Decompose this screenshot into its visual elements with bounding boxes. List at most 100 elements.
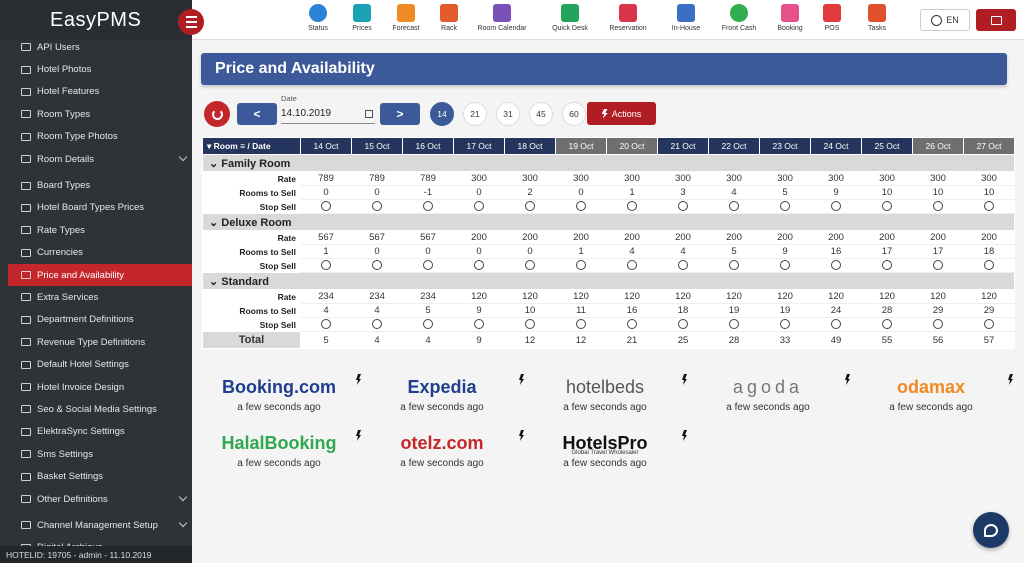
sync-bolt-icon[interactable] xyxy=(356,430,361,441)
rooms-to-sell-cell[interactable]: 18 xyxy=(963,244,1015,259)
sidebar-item-hotel-board-types-prices[interactable]: Hotel Board Types Prices xyxy=(0,197,192,219)
rooms-to-sell-cell[interactable]: 19 xyxy=(759,303,811,318)
rooms-to-sell-cell[interactable]: 5 xyxy=(708,244,760,259)
sidebar-item-seo-social-media-settings[interactable]: Seo & Social Media Settings xyxy=(0,398,192,420)
sidebar-item-room-types[interactable]: Room Types xyxy=(0,103,192,125)
rate-cell[interactable]: 200 xyxy=(606,230,658,245)
rooms-to-sell-cell[interactable]: 0 xyxy=(351,244,403,259)
rate-cell[interactable]: 200 xyxy=(657,230,709,245)
rate-cell[interactable]: 120 xyxy=(657,289,709,304)
channel-booking-com[interactable]: Booking.com a few seconds ago xyxy=(209,372,361,422)
topnav-reservation[interactable]: Reservation xyxy=(600,4,656,32)
rate-cell[interactable]: 789 xyxy=(351,171,403,186)
rooms-to-sell-cell[interactable]: 0 xyxy=(300,185,352,200)
rooms-to-sell-cell[interactable]: 0 xyxy=(351,185,403,200)
rate-cell[interactable]: 234 xyxy=(402,289,454,304)
sidebar-item-api-users[interactable]: API Users xyxy=(0,36,192,58)
rooms-to-sell-cell[interactable]: 16 xyxy=(606,303,658,318)
rooms-to-sell-cell[interactable]: 2 xyxy=(504,185,556,200)
topnav-front-cash[interactable]: Front Cash xyxy=(711,4,767,32)
stop-sell-radio[interactable] xyxy=(882,319,892,330)
sidebar-item-board-types[interactable]: Board Types xyxy=(0,174,192,196)
stop-sell-radio[interactable] xyxy=(474,319,484,330)
sync-bolt-icon[interactable] xyxy=(1008,374,1013,385)
stop-sell-radio[interactable] xyxy=(780,201,790,212)
rate-cell[interactable]: 300 xyxy=(912,171,964,186)
channel-expedia[interactable]: Expedia a few seconds ago xyxy=(372,372,524,422)
rate-cell[interactable]: 120 xyxy=(453,289,505,304)
rooms-to-sell-cell[interactable]: 0 xyxy=(504,244,556,259)
topnav-rack[interactable]: Rack xyxy=(421,4,477,32)
rooms-to-sell-cell[interactable]: 4 xyxy=(657,244,709,259)
stop-sell-radio[interactable] xyxy=(882,260,892,271)
channel-hotelspro[interactable]: HotelsPro a few seconds ago Global Travel … xyxy=(535,428,687,478)
range-60-days-button[interactable]: 60 xyxy=(562,102,586,126)
rate-cell[interactable]: 120 xyxy=(861,289,913,304)
chat-button[interactable] xyxy=(973,512,1009,548)
rooms-to-sell-cell[interactable]: 28 xyxy=(861,303,913,318)
rooms-to-sell-cell[interactable]: 11 xyxy=(555,303,607,318)
sync-bolt-icon[interactable] xyxy=(845,374,850,385)
rate-cell[interactable]: 789 xyxy=(402,171,454,186)
sidebar-item-hotel-features[interactable]: Hotel Features xyxy=(0,81,192,103)
rate-cell[interactable]: 120 xyxy=(708,289,760,304)
stop-sell-radio[interactable] xyxy=(780,260,790,271)
next-button[interactable]: > xyxy=(380,103,420,125)
rate-cell[interactable]: 300 xyxy=(861,171,913,186)
rate-cell[interactable]: 120 xyxy=(963,289,1015,304)
sidebar-item-currencies[interactable]: Currencies xyxy=(0,242,192,264)
stop-sell-radio[interactable] xyxy=(576,260,586,271)
rate-cell[interactable]: 234 xyxy=(351,289,403,304)
rate-cell[interactable]: 120 xyxy=(810,289,862,304)
rate-cell[interactable]: 120 xyxy=(912,289,964,304)
range-14-days-button[interactable]: 14 xyxy=(430,102,454,126)
rooms-to-sell-cell[interactable]: 3 xyxy=(657,185,709,200)
stop-sell-radio[interactable] xyxy=(423,260,433,271)
rooms-to-sell-cell[interactable]: 10 xyxy=(504,303,556,318)
sidebar-item-basket-settings[interactable]: Basket Settings xyxy=(0,465,192,487)
sidebar-item-channel-management-setup[interactable]: Channel Management Setup xyxy=(0,514,192,536)
stop-sell-radio[interactable] xyxy=(984,260,994,271)
rate-cell[interactable]: 200 xyxy=(912,230,964,245)
rate-cell[interactable]: 300 xyxy=(963,171,1015,186)
sync-bolt-icon[interactable] xyxy=(356,374,361,385)
rate-cell[interactable]: 300 xyxy=(708,171,760,186)
sync-bolt-icon[interactable] xyxy=(519,430,524,441)
rate-cell[interactable]: 200 xyxy=(759,230,811,245)
rate-cell[interactable]: 200 xyxy=(504,230,556,245)
stop-sell-radio[interactable] xyxy=(984,319,994,330)
stop-sell-radio[interactable] xyxy=(933,260,943,271)
sidebar-item-default-hotel-settings[interactable]: Default Hotel Settings xyxy=(0,353,192,375)
stop-sell-radio[interactable] xyxy=(372,319,382,330)
rooms-to-sell-cell[interactable]: 29 xyxy=(912,303,964,318)
stop-sell-radio[interactable] xyxy=(576,201,586,212)
rate-cell[interactable]: 789 xyxy=(300,171,352,186)
stop-sell-radio[interactable] xyxy=(576,319,586,330)
rate-cell[interactable]: 200 xyxy=(555,230,607,245)
rooms-to-sell-cell[interactable]: 16 xyxy=(810,244,862,259)
stop-sell-radio[interactable] xyxy=(525,319,535,330)
stop-sell-radio[interactable] xyxy=(933,201,943,212)
rate-cell[interactable]: 120 xyxy=(759,289,811,304)
stop-sell-radio[interactable] xyxy=(627,201,637,212)
stop-sell-radio[interactable] xyxy=(321,319,331,330)
sidebar-item-hotel-invoice-design[interactable]: Hotel Invoice Design xyxy=(0,376,192,398)
rooms-to-sell-cell[interactable]: 5 xyxy=(759,185,811,200)
channel-halalbooking[interactable]: HalalBooking a few seconds ago xyxy=(209,428,361,478)
language-button[interactable]: EN xyxy=(920,9,970,31)
stop-sell-radio[interactable] xyxy=(423,201,433,212)
sidebar-item-extra-services[interactable]: Extra Services xyxy=(0,286,192,308)
rate-cell[interactable]: 120 xyxy=(606,289,658,304)
rooms-to-sell-cell[interactable]: 17 xyxy=(912,244,964,259)
stop-sell-radio[interactable] xyxy=(474,201,484,212)
topnav-quick-desk[interactable]: Quick Desk xyxy=(542,4,598,32)
room-date-header[interactable]: ▾ Room ≡ / Date xyxy=(202,137,301,155)
sidebar-item-elektrasync-settings[interactable]: ElektraSync Settings xyxy=(0,421,192,443)
rate-cell[interactable]: 300 xyxy=(759,171,811,186)
menu-toggle-button[interactable] xyxy=(178,9,204,35)
rooms-to-sell-cell[interactable]: 9 xyxy=(453,303,505,318)
stop-sell-radio[interactable] xyxy=(729,260,739,271)
stop-sell-radio[interactable] xyxy=(372,201,382,212)
rate-cell[interactable]: 567 xyxy=(402,230,454,245)
stop-sell-radio[interactable] xyxy=(831,319,841,330)
